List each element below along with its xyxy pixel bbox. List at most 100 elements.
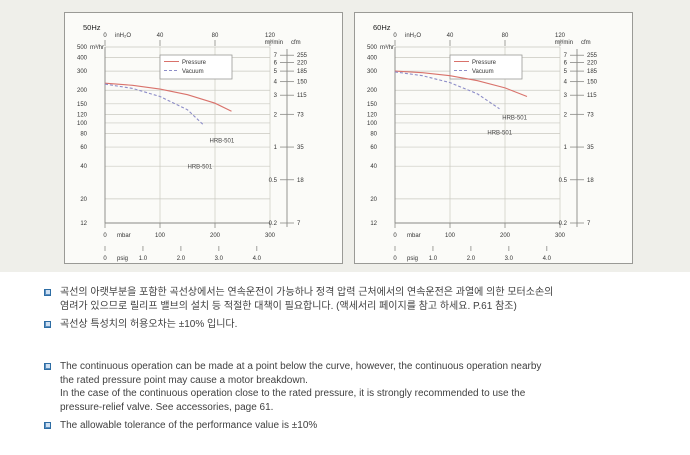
svg-text:80: 80: [80, 131, 87, 137]
svg-text:HRB-501: HRB-501: [487, 131, 512, 137]
svg-text:500: 500: [77, 45, 88, 51]
note-item-kr-2: 곡선상 특성치의 허용오차는 ±10% 입니다.: [44, 318, 674, 332]
svg-text:73: 73: [297, 112, 304, 118]
svg-text:200: 200: [77, 88, 88, 94]
note-text-kr-2: 곡선상 특성치의 허용오차는 ±10% 입니다.: [60, 319, 238, 330]
svg-text:120: 120: [555, 33, 566, 39]
notes-korean: 곡선의 아랫부분을 포함한 곡선상에서는 연속운전이 가능하나 정격 압력 근처…: [44, 286, 674, 337]
chart-60hz: 60Hz5004003002001501201008060402012m³/hr…: [367, 23, 598, 262]
svg-text:12: 12: [370, 221, 377, 227]
svg-text:m³/hr: m³/hr: [90, 45, 104, 51]
svg-text:cfm: cfm: [291, 40, 301, 46]
svg-text:HRB-501: HRB-501: [188, 165, 213, 171]
svg-text:400: 400: [367, 56, 378, 62]
svg-text:500: 500: [367, 45, 378, 51]
svg-text:50Hz: 50Hz: [83, 23, 101, 32]
svg-text:3.0: 3.0: [505, 256, 514, 262]
svg-text:psig: psig: [407, 256, 418, 262]
note-item-en-1: The continuous operation can be made at …: [44, 360, 674, 414]
svg-text:7: 7: [564, 53, 568, 59]
svg-text:220: 220: [297, 61, 308, 67]
note-text-kr-1: 곡선의 아랫부분을 포함한 곡선상에서는 연속운전이 가능하나 정격 압력 근처…: [60, 287, 554, 312]
chart-50hz: 50Hz5004003002001501201008060402012m³/hr…: [77, 23, 308, 262]
svg-text:60: 60: [80, 145, 87, 151]
svg-text:120: 120: [77, 112, 88, 118]
svg-text:3: 3: [564, 93, 568, 99]
svg-text:mbar: mbar: [117, 233, 131, 239]
svg-text:HRB-501: HRB-501: [502, 115, 527, 121]
svg-text:35: 35: [587, 145, 594, 151]
svg-text:150: 150: [77, 102, 88, 108]
svg-text:150: 150: [367, 102, 378, 108]
svg-text:400: 400: [77, 56, 88, 62]
svg-text:200: 200: [210, 233, 221, 239]
svg-text:40: 40: [80, 164, 87, 170]
svg-text:200: 200: [500, 233, 511, 239]
performance-charts-panel: 50Hz 500 400 300 200 150 120 100 80 60 40 20 12 m³/hr…: [0, 0, 690, 272]
svg-text:120: 120: [265, 33, 276, 39]
svg-text:0.5: 0.5: [269, 178, 278, 184]
svg-text:1: 1: [564, 145, 568, 151]
svg-text:185: 185: [587, 69, 598, 75]
svg-text:Pressure: Pressure: [182, 60, 207, 66]
svg-text:220: 220: [587, 61, 598, 67]
svg-text:0.2: 0.2: [269, 221, 278, 227]
svg-text:0: 0: [393, 256, 397, 262]
svg-text:Pressure: Pressure: [472, 60, 497, 66]
svg-text:115: 115: [587, 93, 597, 99]
svg-text:4.0: 4.0: [253, 256, 262, 262]
svg-text:255: 255: [297, 53, 308, 59]
bullet-square-icon: [44, 422, 51, 429]
svg-text:HRB-501: HRB-501: [210, 139, 235, 145]
svg-text:0: 0: [393, 233, 397, 239]
note-item-kr-1: 곡선의 아랫부분을 포함한 곡선상에서는 연속운전이 가능하나 정격 압력 근처…: [44, 286, 674, 313]
svg-text:0: 0: [103, 256, 107, 262]
svg-text:5: 5: [274, 69, 278, 75]
svg-text:1: 1: [274, 145, 278, 151]
svg-text:inH₂O: inH₂O: [115, 33, 131, 39]
svg-text:m³/min: m³/min: [265, 40, 283, 46]
svg-text:6: 6: [564, 61, 568, 67]
svg-text:m³/hr: m³/hr: [380, 45, 394, 51]
svg-text:Vacuum: Vacuum: [182, 69, 204, 75]
svg-text:Vacuum: Vacuum: [472, 69, 494, 75]
svg-text:4: 4: [274, 80, 278, 86]
svg-text:4.0: 4.0: [543, 256, 552, 262]
note-text-en-1: The continuous operation can be made at …: [60, 361, 542, 413]
svg-text:100: 100: [77, 121, 88, 127]
svg-text:6: 6: [274, 61, 278, 67]
svg-text:0: 0: [103, 233, 107, 239]
svg-text:80: 80: [370, 131, 377, 137]
svg-text:12: 12: [80, 221, 87, 227]
svg-text:150: 150: [587, 80, 598, 86]
chart-50hz-box: 50Hz 500 400 300 200 150 120 100 80 60 40 20 12 m³/hr…: [64, 12, 343, 264]
svg-text:80: 80: [502, 33, 509, 39]
svg-text:300: 300: [367, 69, 378, 75]
svg-text:5: 5: [564, 69, 568, 75]
note-item-en-2: The allowable tolerance of the performan…: [44, 419, 674, 433]
bullet-square-icon: [44, 321, 51, 328]
svg-text:120: 120: [367, 112, 378, 118]
svg-text:100: 100: [155, 233, 166, 239]
svg-text:100: 100: [445, 233, 456, 239]
svg-text:0.2: 0.2: [559, 221, 568, 227]
svg-text:psig: psig: [117, 256, 128, 262]
bullet-square-icon: [44, 363, 51, 370]
svg-text:4: 4: [564, 80, 568, 86]
svg-text:0: 0: [393, 33, 397, 39]
svg-text:18: 18: [587, 178, 594, 184]
svg-text:200: 200: [367, 88, 378, 94]
svg-text:2.0: 2.0: [467, 256, 476, 262]
svg-text:2: 2: [564, 112, 568, 118]
bullet-square-icon: [44, 289, 51, 296]
svg-text:300: 300: [555, 233, 566, 239]
svg-text:2.0: 2.0: [177, 256, 186, 262]
svg-text:300: 300: [265, 233, 276, 239]
svg-text:3.0: 3.0: [215, 256, 224, 262]
svg-text:73: 73: [587, 112, 594, 118]
svg-text:cfm: cfm: [581, 40, 591, 46]
svg-text:60Hz: 60Hz: [373, 23, 391, 32]
svg-text:185: 185: [297, 69, 308, 75]
svg-text:40: 40: [370, 164, 377, 170]
